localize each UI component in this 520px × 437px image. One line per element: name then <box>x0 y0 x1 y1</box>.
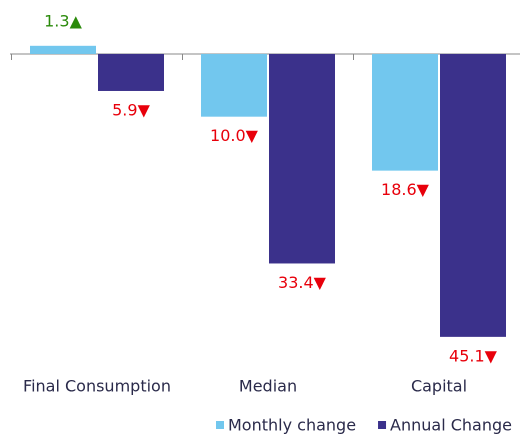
bar <box>201 53 267 117</box>
value-label: 18.6▼ <box>381 180 430 199</box>
x-tick-label: Capital <box>411 377 467 396</box>
legend-label: Annual Change <box>390 416 512 435</box>
value-label: 5.9▼ <box>112 100 150 119</box>
value-label: 1.3▲ <box>44 11 82 30</box>
value-label: 10.0▼ <box>210 126 259 145</box>
legend-swatch <box>216 421 224 429</box>
legend-label: Monthly change <box>228 416 356 435</box>
value-label: 33.4▼ <box>278 273 327 292</box>
x-tick-label: Median <box>239 377 297 396</box>
value-label: 45.1▼ <box>449 346 498 365</box>
bar <box>372 53 438 171</box>
bar <box>269 53 335 264</box>
bar <box>440 53 506 337</box>
legend-swatch <box>378 421 387 429</box>
x-tick-label: Final Consumption <box>23 377 171 396</box>
bar <box>30 45 96 54</box>
bar <box>98 53 164 91</box>
